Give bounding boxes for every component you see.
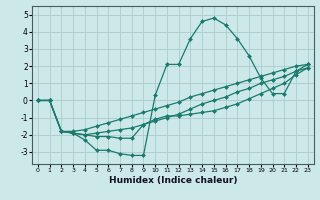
X-axis label: Humidex (Indice chaleur): Humidex (Indice chaleur) [108,176,237,185]
